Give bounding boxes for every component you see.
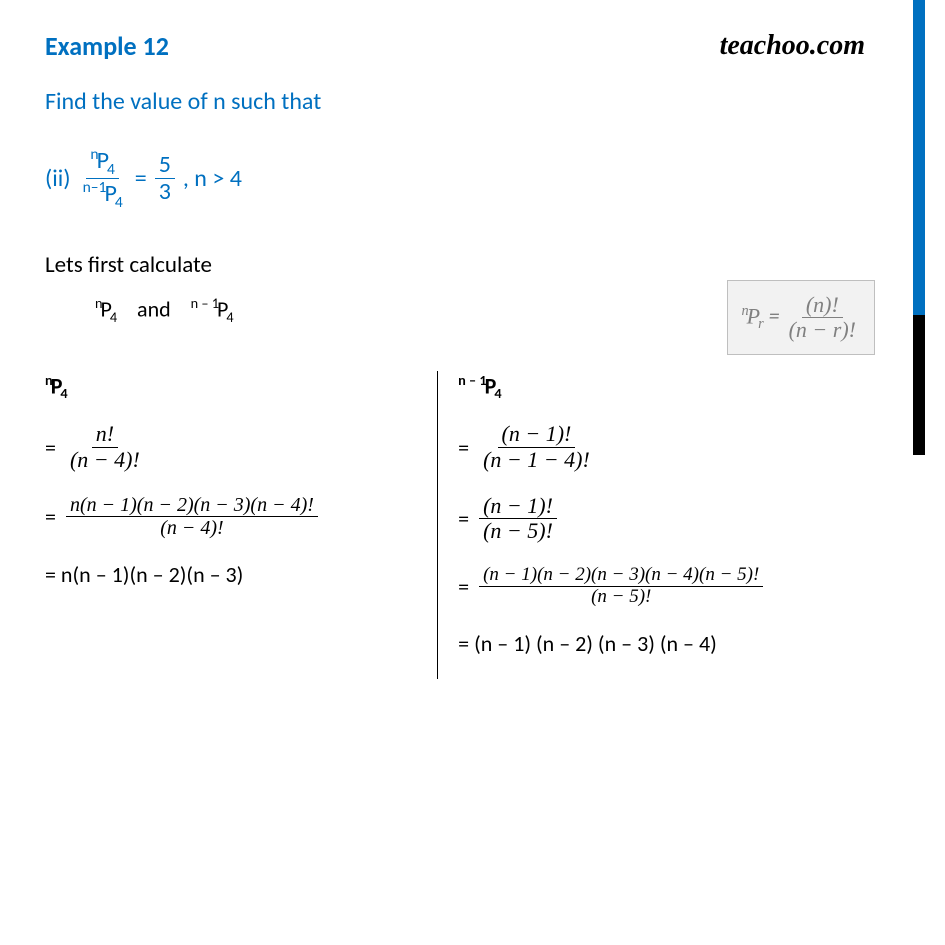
right-step-4: = (n – 1) (n – 2) (n – 3) (n – 4) [458,630,895,657]
header: Example 12 teachoo.com [45,30,895,62]
logo: teachoo.com [720,30,865,62]
right-step-2: = (n − 1)! (n − 5)! [458,494,895,543]
example-title: Example 12 [45,30,169,62]
condition: , n > 4 [183,164,242,193]
formula-box: nPr = (n)! (n − r)! [727,280,876,355]
page-content: Example 12 teachoo.com Find the value of… [0,0,945,709]
right-column: n – 1P4 = (n − 1)! (n − 1 − 4)! = (n − 1… [437,371,895,679]
left-step-1: = n! (n − 4)! [45,422,417,471]
left-step-3: = n(n – 1)(n – 2)(n – 3) [45,561,417,588]
part-label: (ii) [45,164,71,193]
sidebar-blue [913,0,925,315]
right-header: n – 1P4 [458,371,895,403]
left-column: nP4 = n! (n − 4)! = n(n − 1)(n − 2)(n − … [45,371,437,679]
two-column-work: nP4 = n! (n − 4)! = n(n − 1)(n − 2)(n − … [45,371,895,679]
left-header: nP4 [45,371,417,403]
eq-sign: = [135,164,147,193]
intro-line: Lets first calculate [45,251,895,279]
part-ii: (ii) nP4 n–1P4 = 5 3 , n > 4 [45,146,895,211]
right-step-1: = (n − 1)! (n − 1 − 4)! [458,422,895,471]
sidebar-black [913,315,925,455]
question-text: Find the value of n such that [45,87,895,116]
lhs-fraction: nP4 n–1P4 [79,146,127,211]
rhs-fraction: 5 3 [155,152,175,206]
right-step-3: = (n − 1)(n − 2)(n − 3)(n − 4)(n − 5)! (… [458,565,895,608]
left-step-2: = n(n − 1)(n − 2)(n − 3)(n − 4)! (n − 4)… [45,494,417,539]
